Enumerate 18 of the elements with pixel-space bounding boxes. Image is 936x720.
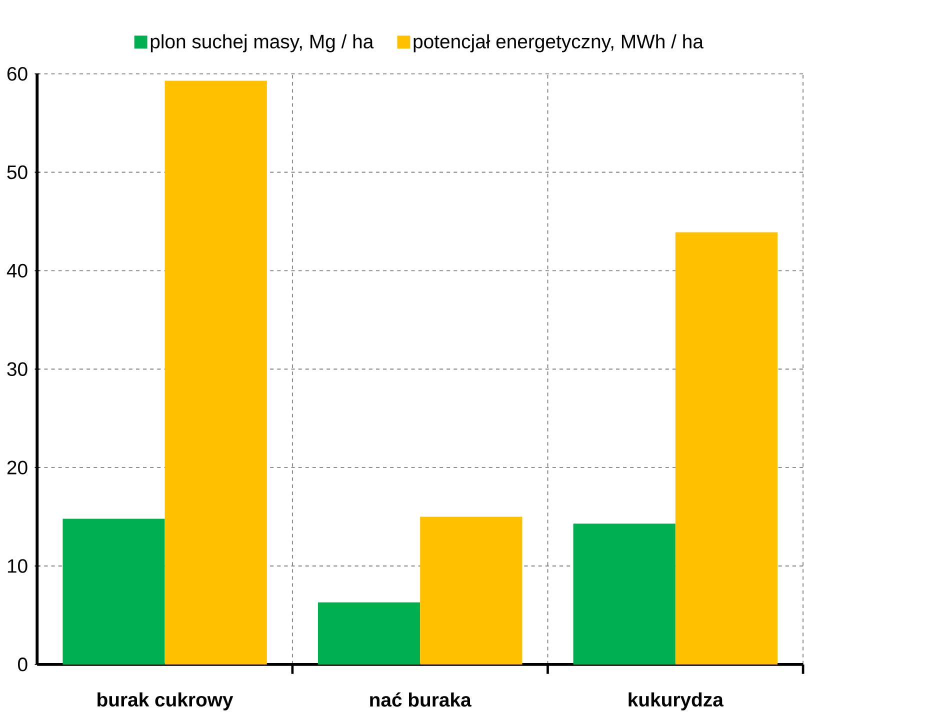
y-tick-label: 60 (7, 66, 28, 81)
y-tick-label: 40 (6, 264, 28, 278)
x-tick-label: kukurydza (628, 692, 724, 710)
y-tick-label: 20 (7, 460, 28, 474)
y-tick-label: 30 (7, 362, 28, 376)
x-tick-label: nać buraka (370, 692, 472, 707)
bar (62, 518, 165, 664)
bar (318, 602, 420, 664)
bar (420, 516, 522, 664)
y-tick-label: 10 (8, 559, 28, 573)
y-tick-label: 50 (7, 165, 28, 180)
bar (164, 80, 267, 664)
bar (573, 524, 676, 664)
x-tick-label: burak cukrowy (98, 692, 234, 710)
legend-label: plon suchej masy, Mg / ha (150, 34, 374, 52)
bar (675, 232, 778, 664)
y-tick-label: 0 (18, 658, 28, 672)
legend-label: potencjał energetyczny, MWh / ha (414, 34, 704, 52)
